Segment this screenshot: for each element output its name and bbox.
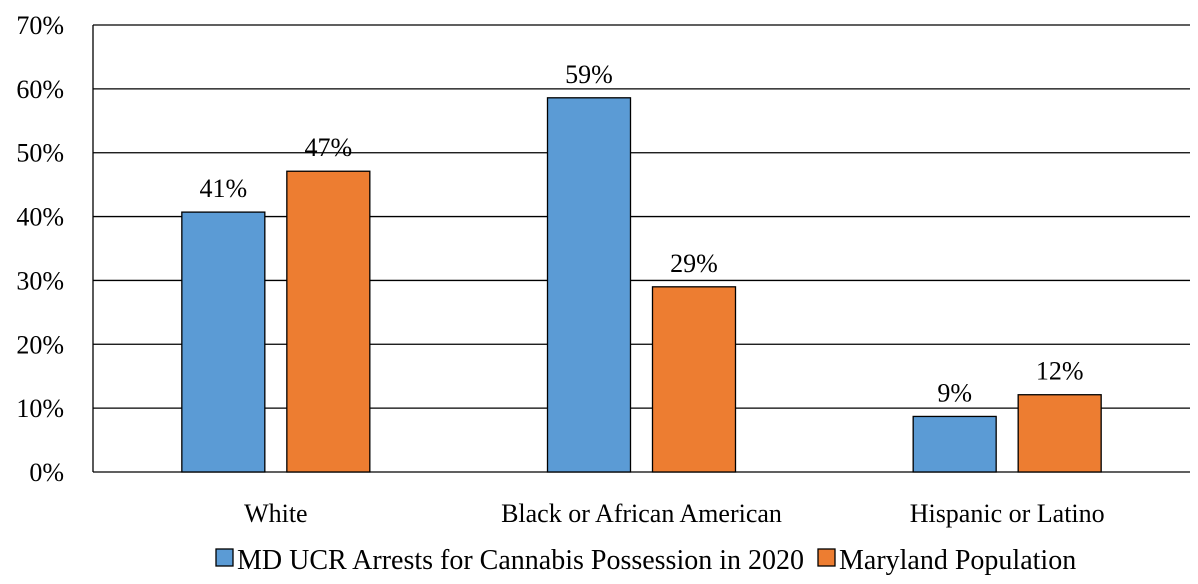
data-label: 41% xyxy=(199,174,247,203)
legend-label: Maryland Population xyxy=(839,545,1076,576)
x-category-label: White xyxy=(244,499,308,528)
y-tick-label: 60% xyxy=(16,75,64,104)
data-label: 29% xyxy=(670,249,718,278)
bar xyxy=(181,211,266,473)
bar xyxy=(912,415,997,473)
bar xyxy=(1017,394,1102,473)
data-label: 9% xyxy=(937,378,972,407)
legend-swatch xyxy=(817,548,836,567)
bar xyxy=(651,286,737,473)
bar xyxy=(286,170,371,473)
bar xyxy=(546,97,632,473)
y-tick-label: 30% xyxy=(16,266,64,295)
x-category-label: Black or African American xyxy=(501,499,782,528)
y-tick-label: 20% xyxy=(16,330,64,359)
y-tick-label: 10% xyxy=(16,394,64,423)
legend-swatch xyxy=(215,548,234,567)
y-tick-label: 0% xyxy=(29,458,64,487)
y-tick-label: 50% xyxy=(16,139,64,168)
data-label: 12% xyxy=(1036,357,1084,386)
data-label: 59% xyxy=(565,60,613,89)
legend-label: MD UCR Arrests for Cannabis Possession i… xyxy=(237,545,804,576)
y-tick-label: 70% xyxy=(16,11,64,40)
x-category-label: Hispanic or Latino xyxy=(910,499,1105,528)
y-tick-label: 40% xyxy=(16,203,64,232)
data-label: 47% xyxy=(304,133,352,162)
